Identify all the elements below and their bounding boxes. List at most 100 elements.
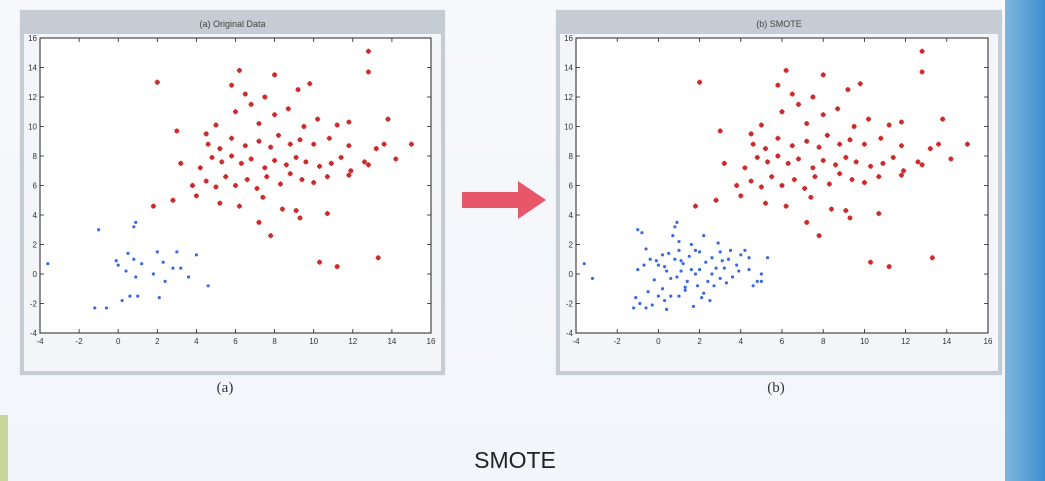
data-point-majority [775,82,781,88]
x-tick-label: 16 [984,337,993,346]
data-point-majority [795,101,802,107]
data-point-majority [365,162,372,168]
y-tick-label: 4 [33,211,38,220]
data-point-minority [134,220,138,224]
data-point-majority [810,94,816,100]
data-point-majority [867,259,874,265]
scatter-chart-smote: (b) SMOTE -4 -2 0 2 4 6 8 10 12 14 16 -4 -2 0 2 4 6 8 10 12 1… [560,14,998,371]
data-point-majority [808,194,814,200]
data-point-majority [785,160,791,166]
x-tick-label: 6 [780,337,785,346]
right-arrow-icon [462,181,546,219]
data-point-majority [375,255,381,261]
data-point-minority [700,296,704,300]
data-point-minority [739,253,743,257]
data-point-minority [679,269,683,273]
data-point-minority [46,262,50,266]
data-point-minority [755,279,759,283]
data-point-majority [804,120,810,127]
data-point-majority [285,106,291,112]
y-tick-label: -2 [30,300,38,309]
data-point-minority [673,257,677,261]
data-point-minority [206,284,210,288]
data-point-majority [268,144,274,150]
data-point-majority [311,141,317,147]
data-point-majority [812,174,818,180]
data-point-majority [254,185,260,192]
data-point-majority [919,162,925,168]
data-point-majority [338,154,344,161]
data-point-majority [758,122,764,128]
data-point-minority [687,254,691,258]
data-point-majority [764,159,771,165]
data-point-majority [197,165,203,171]
x-tick-label: 2 [155,337,160,346]
data-point-majority [213,122,219,128]
x-tick-label: -4 [572,337,580,346]
data-point-majority [193,193,199,199]
data-point-majority [876,174,882,180]
data-point-majority [810,165,816,171]
data-point-minority [116,263,120,267]
data-point-majority [783,203,789,209]
data-point-majority [697,79,703,85]
data-point-minority [175,250,179,254]
data-point-majority [837,141,843,147]
data-point-majority [272,157,278,164]
data-point-majority [835,106,841,112]
y-tick-label: 8 [33,152,38,161]
data-point-majority [804,219,810,225]
data-point-minority [718,276,722,281]
data-point-majority [754,154,760,161]
data-point-majority [408,141,415,147]
data-point-majority [217,200,223,206]
data-point-majority [935,141,942,147]
data-point-majority [713,197,719,203]
y-tick-label: 12 [28,93,37,102]
data-point-minority [677,239,681,244]
data-point-majority [277,181,284,187]
data-point-majority [769,174,775,180]
data-point-majority [843,154,849,161]
data-point-minority [124,269,128,273]
data-point-majority [853,159,859,165]
data-point-minority [132,225,136,229]
data-point-majority [346,143,352,149]
data-point-minority [151,272,155,276]
data-point-majority [385,116,391,122]
data-point-minority [702,234,706,238]
x-tick-label: 12 [348,337,357,346]
scatter-chart-original: (a) Original Data -4 -2 0 2 4 6 8 10 12 14 16 -4 -2 0 2… [24,14,441,371]
data-point-minority [665,307,669,311]
data-point-majority [209,154,215,161]
data-point-majority [301,123,307,130]
data-point-minority [679,259,683,263]
data-point-majority [783,67,789,74]
data-point-minority [644,306,648,310]
x-tick-label: -2 [76,337,84,346]
data-point-majority [315,116,321,122]
x-tick-label: 16 [427,337,436,346]
data-point-minority [720,259,724,263]
data-point-majority [244,177,250,183]
data-point-minority [677,248,681,252]
data-point-minority [735,263,739,267]
data-point-majority [236,203,243,209]
data-point-majority [886,264,892,270]
data-point-majority [365,48,372,54]
data-point-majority [940,116,946,122]
data-point-minority [730,275,735,279]
x-tick-label: 4 [739,337,744,346]
data-point-minority [656,294,660,298]
data-point-minority [671,234,675,238]
data-point-majority [287,141,293,147]
data-point-minority [157,296,161,300]
x-tick-label: 10 [860,337,869,346]
data-point-minority [693,272,698,276]
y-tick-label: 6 [569,182,574,191]
data-point-majority [816,144,822,150]
data-point-majority [890,154,896,161]
data-point-majority [964,141,970,147]
slide-title: SMOTE [474,447,556,473]
data-point-majority [898,119,905,125]
